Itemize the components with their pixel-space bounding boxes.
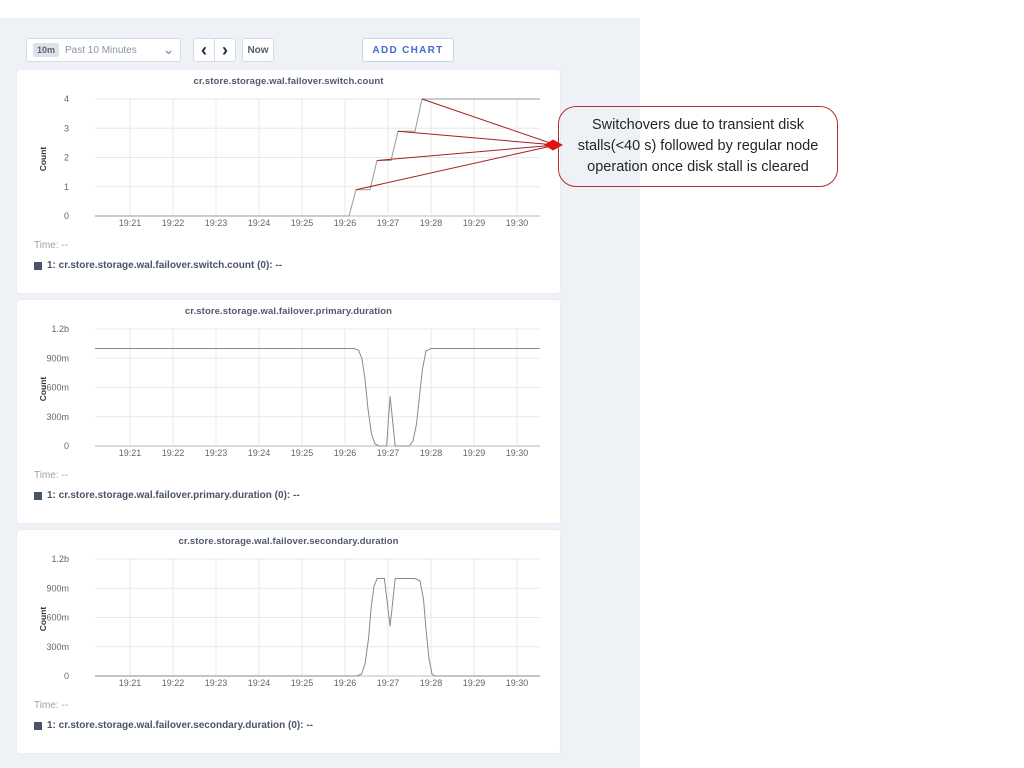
- svg-text:3: 3: [64, 123, 69, 133]
- svg-text:19:26: 19:26: [334, 678, 357, 688]
- svg-text:19:27: 19:27: [377, 448, 400, 458]
- svg-text:0: 0: [64, 441, 69, 451]
- svg-text:19:25: 19:25: [291, 218, 314, 228]
- svg-text:19:26: 19:26: [334, 448, 357, 458]
- svg-text:300m: 300m: [46, 642, 69, 652]
- svg-text:19:25: 19:25: [291, 678, 314, 688]
- svg-text:19:28: 19:28: [420, 448, 443, 458]
- svg-text:600m: 600m: [46, 383, 69, 393]
- svg-text:900m: 900m: [46, 353, 69, 363]
- svg-text:600m: 600m: [46, 613, 69, 623]
- svg-text:2: 2: [64, 153, 69, 163]
- svg-text:19:30: 19:30: [506, 218, 529, 228]
- svg-text:19:24: 19:24: [248, 678, 271, 688]
- svg-text:19:22: 19:22: [162, 678, 185, 688]
- svg-text:19:23: 19:23: [205, 218, 228, 228]
- svg-text:19:27: 19:27: [377, 678, 400, 688]
- svg-text:19:28: 19:28: [420, 678, 443, 688]
- svg-text:19:29: 19:29: [463, 218, 486, 228]
- svg-text:4: 4: [64, 94, 69, 104]
- svg-text:900m: 900m: [46, 583, 69, 593]
- svg-text:19:22: 19:22: [162, 218, 185, 228]
- svg-text:19:28: 19:28: [420, 218, 443, 228]
- svg-text:19:27: 19:27: [377, 218, 400, 228]
- svg-text:19:23: 19:23: [205, 678, 228, 688]
- svg-text:19:26: 19:26: [334, 218, 357, 228]
- svg-text:19:30: 19:30: [506, 678, 529, 688]
- svg-text:19:24: 19:24: [248, 218, 271, 228]
- svg-text:0: 0: [64, 211, 69, 221]
- svg-text:1: 1: [64, 182, 69, 192]
- svg-text:19:29: 19:29: [463, 448, 486, 458]
- svg-text:19:25: 19:25: [291, 448, 314, 458]
- svg-text:19:21: 19:21: [119, 448, 142, 458]
- svg-text:0: 0: [64, 671, 69, 681]
- svg-text:1.2b: 1.2b: [51, 554, 69, 564]
- svg-text:19:21: 19:21: [119, 218, 142, 228]
- svg-text:19:23: 19:23: [205, 448, 228, 458]
- svg-text:19:21: 19:21: [119, 678, 142, 688]
- svg-text:19:29: 19:29: [463, 678, 486, 688]
- svg-text:300m: 300m: [46, 412, 69, 422]
- svg-text:19:22: 19:22: [162, 448, 185, 458]
- svg-text:19:24: 19:24: [248, 448, 271, 458]
- svg-text:1.2b: 1.2b: [51, 324, 69, 334]
- svg-text:19:30: 19:30: [506, 448, 529, 458]
